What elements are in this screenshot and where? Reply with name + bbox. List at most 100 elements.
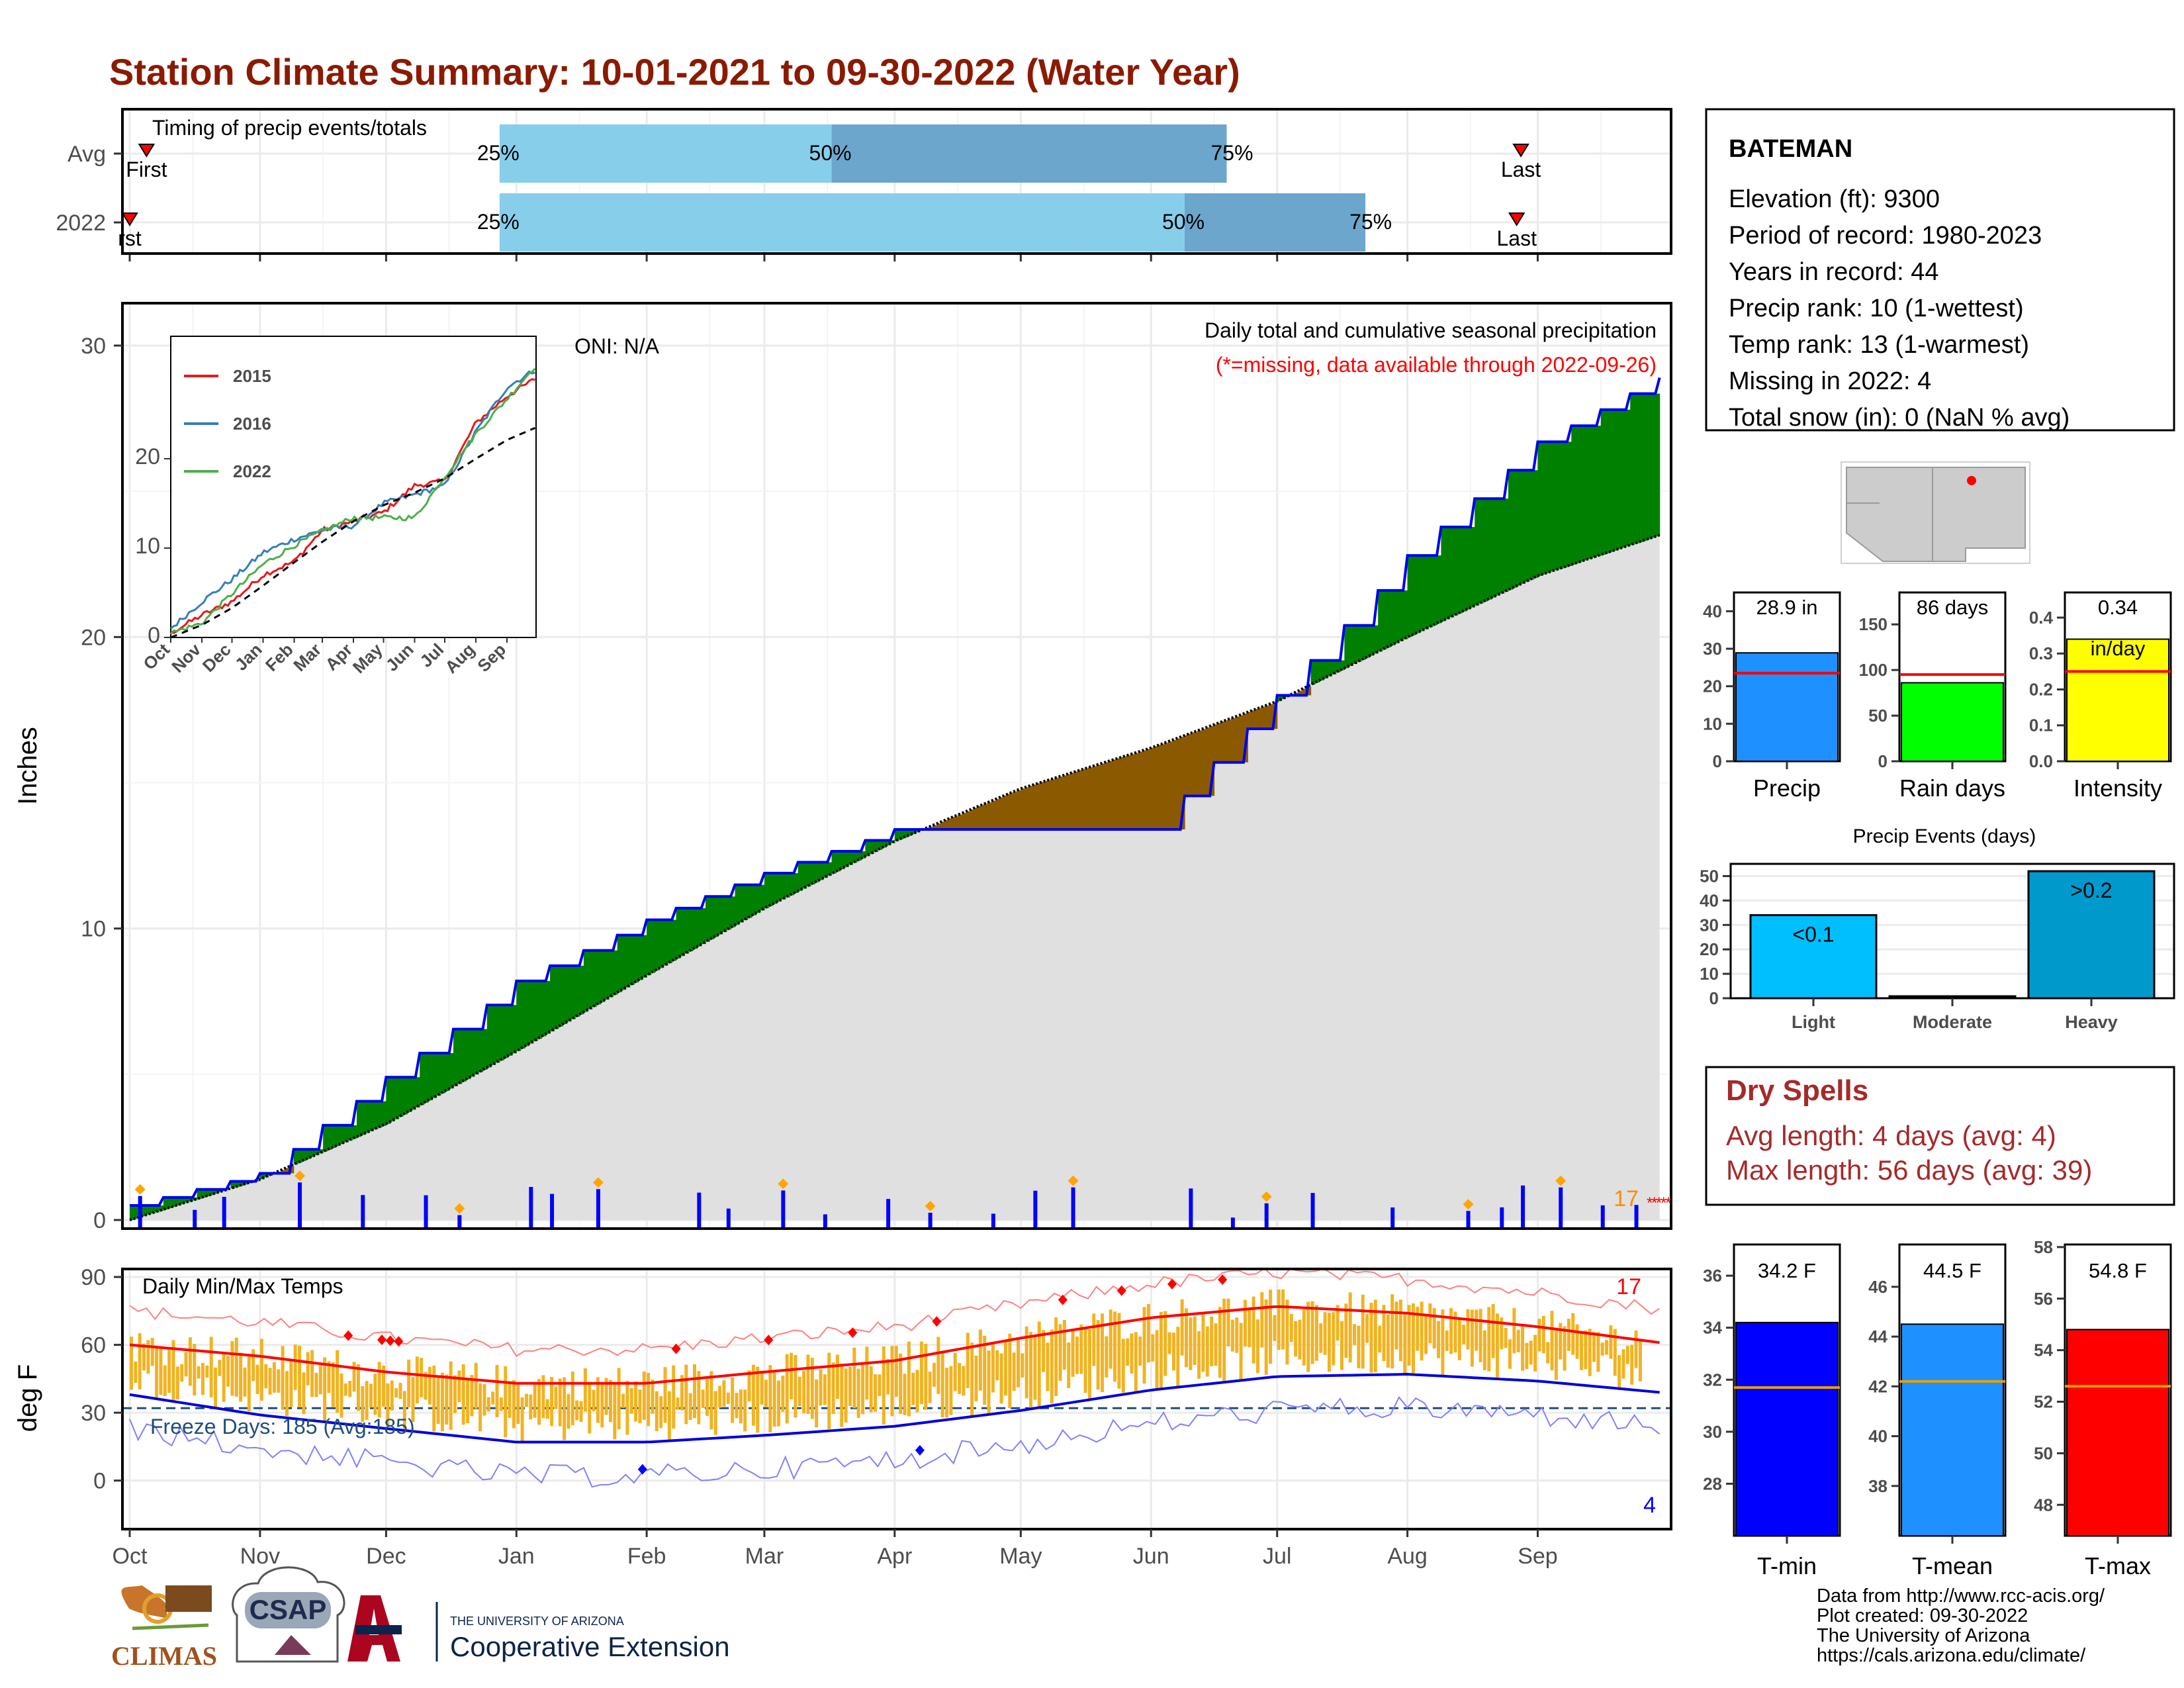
departure-segment xyxy=(1239,715,1244,763)
daily-temp-range-bar xyxy=(504,1366,508,1438)
daily-temp-range-bar xyxy=(1588,1329,1592,1376)
daily-precip-bar xyxy=(1521,1185,1525,1229)
daily-temp-range-bar xyxy=(461,1364,465,1425)
timing-title: Timing of precip events/totals xyxy=(152,116,427,140)
precip-y-axis-label: Inches xyxy=(13,727,42,805)
station-line: Missing in 2022: 4 xyxy=(1729,367,1931,395)
daily-temp-range-bar xyxy=(722,1380,726,1407)
departure-segment xyxy=(239,1181,244,1186)
departure-segment xyxy=(1269,704,1273,729)
daily-temp-range-bar xyxy=(222,1354,226,1402)
daily-temp-range-bar xyxy=(1302,1309,1306,1366)
departure-segment xyxy=(697,908,702,947)
daily-temp-range-bar xyxy=(1332,1312,1336,1366)
departure-segment xyxy=(567,965,572,1022)
daily-temp-range-bar xyxy=(377,1362,381,1418)
departure-segment xyxy=(1033,784,1038,829)
daily-temp-range-bar xyxy=(1630,1344,1634,1385)
month-tick-label: Jul xyxy=(1263,1544,1291,1569)
departure-segment xyxy=(709,896,715,939)
departure-segment xyxy=(470,1029,475,1077)
daily-temp-range-bar xyxy=(852,1347,856,1409)
departure-segment xyxy=(386,1077,391,1124)
heavy-precip-marker xyxy=(1261,1191,1272,1202)
departure-segment xyxy=(781,873,786,900)
daily-temp-range-bar xyxy=(466,1380,470,1423)
departure-segment xyxy=(180,1197,185,1205)
daily-temp-range-bar xyxy=(1042,1330,1046,1372)
record-min-line xyxy=(129,1395,1661,1488)
departure-segment xyxy=(667,919,672,964)
temp-bar-y-tick-label: 38 xyxy=(1868,1476,1888,1496)
daily-temp-range-bar xyxy=(823,1374,827,1405)
month-tick-label: Mar xyxy=(745,1544,784,1569)
daily-temp-range-bar xyxy=(411,1377,415,1423)
daily-temp-range-bar xyxy=(647,1372,651,1427)
daily-temp-range-bar xyxy=(188,1337,192,1386)
daily-temp-range-bar xyxy=(629,1387,633,1414)
daily-temp-range-bar xyxy=(894,1346,898,1397)
departure-segment xyxy=(175,1197,181,1206)
departure-segment xyxy=(1605,409,1610,553)
daily-precip-bar xyxy=(1390,1207,1395,1229)
daily-temp-range-bar xyxy=(1437,1321,1441,1358)
daily-temp-range-bar xyxy=(848,1366,852,1406)
departure-segment xyxy=(831,851,837,874)
daily-temp-range-bar xyxy=(554,1386,558,1409)
departure-segment xyxy=(361,1101,366,1135)
departure-segment xyxy=(377,1101,383,1128)
daily-temp-range-bar xyxy=(903,1374,907,1415)
daily-temp-range-bar xyxy=(768,1365,772,1432)
daily-temp-range-bar xyxy=(453,1375,457,1413)
daily-temp-range-bar xyxy=(777,1380,781,1427)
heavy-precip-marker xyxy=(1555,1175,1567,1186)
departure-segment xyxy=(1087,767,1093,829)
daily-temp-range-bar xyxy=(1248,1307,1251,1348)
departure-segment xyxy=(1500,498,1505,594)
departure-segment xyxy=(1092,766,1097,829)
daily-temp-range-bar xyxy=(314,1372,318,1397)
departure-segment xyxy=(756,884,761,914)
month-tick-label: Jan xyxy=(498,1544,535,1569)
departure-segment xyxy=(903,829,908,838)
daily-temp-range-bar xyxy=(1260,1292,1264,1348)
daily-temp-range-bar xyxy=(735,1393,739,1419)
daily-temp-range-bar xyxy=(1003,1340,1007,1396)
departure-segment xyxy=(1058,776,1064,829)
departure-segment xyxy=(907,829,912,836)
departure-segment xyxy=(878,840,883,850)
departure-segment xyxy=(790,873,795,896)
timing-bar-25-50 xyxy=(499,124,832,183)
daily-temp-range-bar xyxy=(831,1362,835,1414)
departure-segment xyxy=(705,896,710,942)
daily-temp-range-bar xyxy=(739,1389,743,1424)
daily-temp-range-bar xyxy=(234,1337,238,1397)
station-line: Total snow (in): 0 (NaN % avg) xyxy=(1729,404,2070,432)
station-line: Elevation (ft): 9300 xyxy=(1729,185,1940,213)
temp-y-tick-label: 60 xyxy=(81,1333,106,1358)
summary-bar-intensity: Intensity 0.34 in/day 0.0 0.1 0.2 0.3 0.4 xyxy=(2029,591,2172,802)
departure-segment xyxy=(1407,555,1412,637)
inset-x-tick-label: Aug xyxy=(441,639,478,677)
departure-segment xyxy=(731,896,736,927)
departure-segment xyxy=(940,821,946,829)
daily-temp-range-bar xyxy=(1167,1332,1171,1354)
daily-temp-range-bar xyxy=(214,1367,218,1407)
departure-segment xyxy=(1024,787,1030,829)
departure-segment xyxy=(688,908,694,951)
daily-temp-range-bar xyxy=(272,1362,276,1393)
departure-segment xyxy=(394,1077,400,1119)
departure-segment xyxy=(1647,393,1652,539)
timing-p25-label: 25% xyxy=(477,141,520,165)
daily-temp-range-bar xyxy=(1541,1316,1545,1354)
daily-temp-range-bar xyxy=(1083,1329,1087,1393)
precip-event-bar-light xyxy=(1749,914,1878,1000)
daily-temp-range-bar xyxy=(398,1383,402,1399)
ua-small-text: THE UNIVERSITY OF ARIZONA xyxy=(450,1615,624,1628)
departure-segment xyxy=(1621,409,1627,548)
timing-p50-label: 50% xyxy=(809,141,852,165)
daily-temp-range-bar xyxy=(1449,1308,1453,1354)
summary-bar-y-tick-label: 150 xyxy=(1859,614,1888,634)
departure-segment xyxy=(991,800,996,829)
daily-temp-range-bar xyxy=(890,1346,894,1417)
